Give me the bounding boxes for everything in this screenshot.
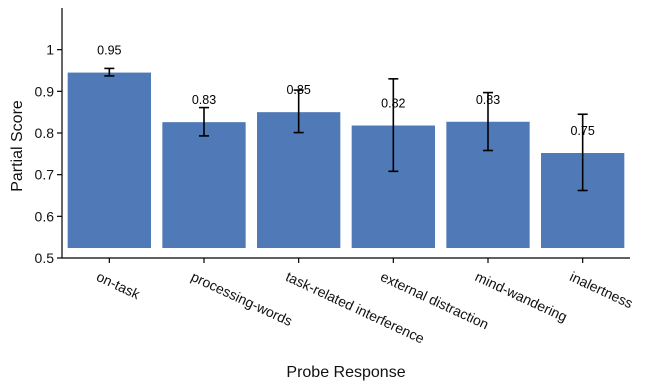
bars-group bbox=[67, 72, 625, 249]
bar bbox=[67, 72, 151, 248]
x-axis-title: Probe Response bbox=[286, 364, 405, 381]
x-tick-label: inalertness bbox=[567, 268, 635, 311]
data-label: 0.82 bbox=[381, 97, 405, 111]
data-label: 0.83 bbox=[192, 93, 216, 107]
x-tick-label: on-task bbox=[94, 268, 143, 302]
bar bbox=[257, 112, 341, 249]
y-tick-label: 0.9 bbox=[35, 83, 55, 99]
data-labels-group: 0.95 0.83 0.85 0.82 0.83 0.75 bbox=[97, 44, 595, 138]
y-tick-label: 1 bbox=[46, 42, 54, 58]
data-label: 0.95 bbox=[97, 44, 121, 58]
bar bbox=[162, 122, 246, 248]
y-tick-label: 0.6 bbox=[35, 208, 55, 224]
y-axis-title: Partial Score bbox=[9, 100, 26, 192]
y-ticks-group: 0.5 0.6 0.7 0.8 0.9 1 bbox=[35, 42, 62, 266]
error-bars-group bbox=[104, 67, 588, 192]
y-tick-label: 0.5 bbox=[35, 250, 55, 266]
data-label: 0.83 bbox=[476, 93, 500, 107]
x-tick-label: processing-words bbox=[189, 268, 295, 329]
data-label: 0.75 bbox=[570, 124, 594, 138]
y-tick-label: 0.8 bbox=[35, 125, 55, 141]
y-tick-label: 0.7 bbox=[35, 167, 55, 183]
data-label: 0.85 bbox=[286, 83, 310, 97]
